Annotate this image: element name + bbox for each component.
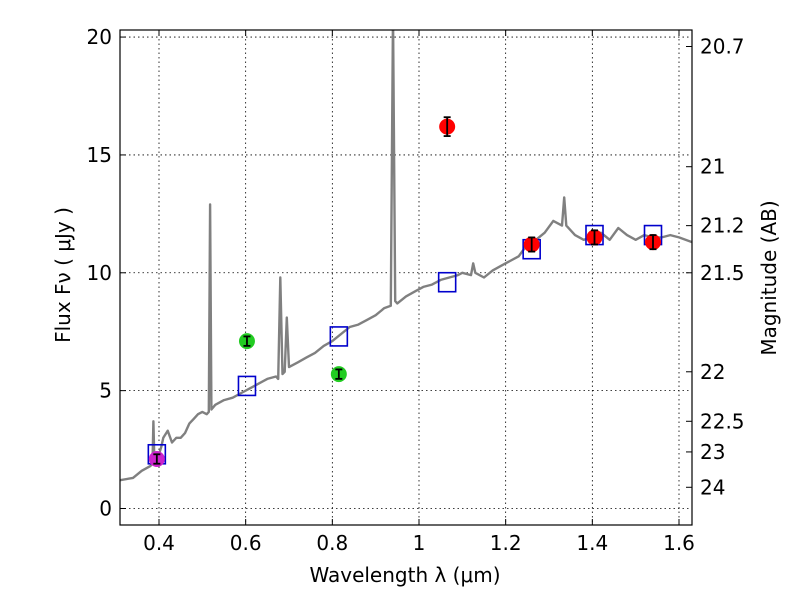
model-square-point [437, 271, 457, 293]
y-tick-label: 10 [87, 261, 112, 285]
x-tick-label: 1 [413, 531, 426, 555]
x-tick-label: 0.6 [230, 531, 262, 555]
y-tick-label: 5 [99, 379, 112, 403]
right-tick-label: 21.5 [700, 261, 745, 285]
y-tick-label: 15 [87, 143, 112, 167]
grid [120, 30, 692, 525]
plot-area [120, 30, 692, 482]
x-axis-label: Wavelength λ (μm) [309, 563, 500, 587]
right-tick-label: 21 [700, 155, 725, 179]
y-axis-right-label: Magnitude (AB) [757, 200, 781, 355]
x-tick-label: 0.4 [143, 531, 175, 555]
y-axis-label: Flux Fν ( μJy ) [51, 207, 75, 343]
spectrum-line [120, 30, 692, 482]
x-tick-label: 1.4 [576, 531, 608, 555]
y-tick-label: 20 [87, 25, 112, 49]
right-tick-label: 24 [700, 475, 725, 499]
right-tick-label: 22 [700, 360, 725, 384]
model-square-point [237, 375, 257, 397]
right-tick-label: 20.7 [700, 35, 745, 59]
axes: 0.4 0.6 0.8 1 1.2 1.4 1.6 0 5 10 15 20 20.7 21 21.2 21.… [87, 25, 745, 555]
x-tick-label: 1.6 [663, 531, 695, 555]
right-tick-label: 23 [700, 440, 725, 464]
model-square-point [329, 326, 349, 347]
x-tick-label: 1.2 [490, 531, 522, 555]
axes-frame [119, 29, 693, 526]
right-tick-label: 21.2 [700, 214, 745, 238]
x-tick-label: 0.8 [316, 531, 348, 555]
y-tick-label: 0 [99, 497, 112, 521]
right-tick-label: 22.5 [700, 409, 745, 433]
